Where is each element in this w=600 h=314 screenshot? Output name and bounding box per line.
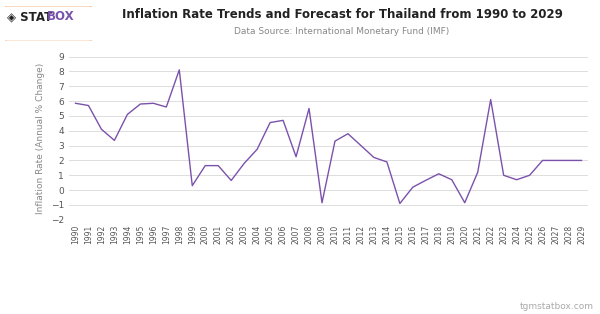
Text: ◈ STAT: ◈ STAT <box>7 10 52 23</box>
Text: Inflation Rate Trends and Forecast for Thailand from 1990 to 2029: Inflation Rate Trends and Forecast for T… <box>122 8 562 21</box>
Y-axis label: Inflation Rate (Annual % Change): Inflation Rate (Annual % Change) <box>37 62 46 214</box>
Text: Data Source: International Monetary Fund (IMF): Data Source: International Monetary Fund… <box>235 27 449 36</box>
Text: BOX: BOX <box>47 10 74 23</box>
Text: tgmstatbox.com: tgmstatbox.com <box>520 302 594 311</box>
